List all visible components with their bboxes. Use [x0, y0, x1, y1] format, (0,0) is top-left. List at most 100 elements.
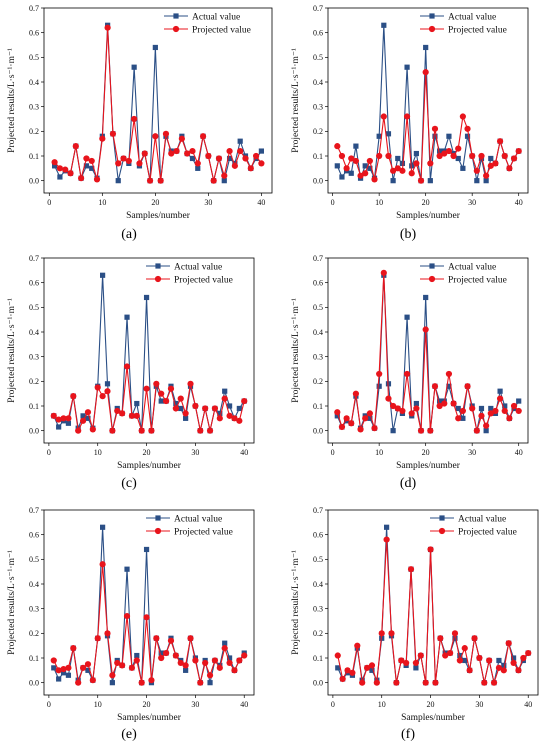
y-tick-label: 0.0: [313, 176, 323, 185]
projected-point: [247, 165, 254, 172]
legend-square-marker: [429, 263, 435, 269]
actual-point: [143, 294, 150, 301]
projected-point: [352, 390, 360, 397]
y-tick-label: 0.1: [29, 654, 39, 663]
y-tick-label: 0.4: [313, 580, 323, 589]
actual-point: [143, 546, 150, 553]
actual-point: [404, 314, 410, 320]
projected-point: [55, 667, 62, 674]
projected-point: [492, 407, 499, 415]
projected-point: [119, 662, 126, 669]
x-tick-label: 20: [422, 198, 430, 207]
projected-point: [520, 654, 527, 662]
projected-point: [403, 370, 411, 378]
projected-point: [60, 415, 67, 422]
projected-point: [231, 415, 238, 422]
projected-point: [236, 657, 243, 664]
projected-point: [417, 652, 424, 659]
projected-point: [455, 415, 462, 422]
actual-point: [335, 665, 341, 671]
projected-point: [206, 427, 214, 434]
projected-point: [496, 395, 504, 402]
actual-point: [413, 400, 419, 407]
x-tick-label: 30: [475, 700, 483, 709]
x-axis-label: Samples/number: [401, 713, 466, 723]
projected-point: [366, 157, 373, 165]
projected-point: [50, 412, 57, 419]
projected-point: [363, 664, 371, 671]
projected-point: [65, 664, 72, 671]
projected-point: [172, 405, 179, 412]
projected-point: [471, 635, 478, 642]
projected-point: [99, 135, 106, 142]
y-tick-label: 0.2: [313, 127, 323, 136]
actual-point: [384, 524, 390, 530]
legend-label-projected: Projected value: [174, 275, 233, 285]
y-tick-label: 0.0: [29, 176, 39, 185]
actual-point: [334, 413, 340, 419]
projected-point: [354, 642, 361, 649]
projected-point: [338, 423, 346, 431]
actual-point: [464, 133, 471, 139]
actual-point: [85, 415, 91, 421]
legend-label-projected: Projected value: [458, 527, 517, 537]
projected-point: [496, 138, 504, 145]
projected-point: [478, 152, 485, 160]
projected-point: [158, 390, 165, 397]
y-tick-label: 0.4: [29, 580, 39, 589]
y-axis-label: Projected results/L·s⁻¹·m⁻¹: [7, 48, 17, 153]
legend-square-marker: [155, 263, 161, 269]
legend-label-projected: Projected value: [192, 25, 251, 35]
x-tick-label: 40: [515, 448, 523, 457]
projected-point: [194, 160, 201, 167]
x-axis-label: Samples/number: [117, 713, 182, 723]
projected-point: [162, 130, 170, 137]
actual-point: [158, 398, 164, 404]
projected-point: [464, 383, 471, 390]
y-tick-label: 0.5: [29, 53, 39, 62]
y-tick-label: 0.1: [313, 654, 323, 663]
projected-point: [437, 635, 444, 642]
x-tick-label: 0: [331, 448, 335, 457]
panel-caption: (a): [121, 227, 137, 242]
projected-point: [476, 654, 483, 662]
projected-point: [461, 645, 468, 652]
x-tick-label: 30: [468, 198, 476, 207]
projected-point: [123, 363, 131, 370]
projected-point: [407, 566, 415, 573]
projected-point: [146, 177, 154, 184]
actual-point: [236, 405, 242, 412]
y-tick-label: 0.4: [313, 328, 323, 337]
x-tick-label: 40: [524, 700, 532, 709]
y-tick-label: 0.7: [29, 506, 39, 515]
projected-point: [487, 410, 494, 417]
actual-point: [221, 178, 227, 184]
projected-point: [343, 165, 350, 172]
projected-point: [515, 407, 522, 415]
actual-point: [460, 415, 466, 421]
projected-point: [221, 645, 228, 652]
y-tick-label: 0.7: [313, 506, 323, 515]
actual-point: [446, 383, 452, 389]
projected-point: [483, 422, 490, 429]
actual-point: [115, 178, 121, 184]
actual-point: [83, 163, 90, 169]
projected-point: [473, 427, 480, 434]
actual-point: [423, 44, 429, 51]
actual-point: [497, 388, 503, 394]
x-axis-label: Samples/number: [126, 211, 191, 221]
projected-point: [211, 405, 219, 412]
projected-point: [231, 162, 238, 169]
projected-point: [197, 427, 204, 434]
x-tick-label: 10: [94, 700, 102, 709]
actual-point: [385, 131, 392, 137]
series-line-projected: [336, 272, 520, 432]
plot-frame: [327, 257, 529, 444]
projected-point: [104, 630, 111, 637]
projected-point: [413, 405, 420, 412]
projected-point: [495, 664, 503, 671]
x-tick-label: 20: [143, 448, 151, 457]
chart-panel-c: 0.0 0.1 0.2 0.3 0.4 0.5 0.6 0.7 0 10 20 30 40 Samples…: [7, 254, 255, 491]
projected-point: [383, 536, 390, 543]
projected-point: [371, 425, 378, 432]
